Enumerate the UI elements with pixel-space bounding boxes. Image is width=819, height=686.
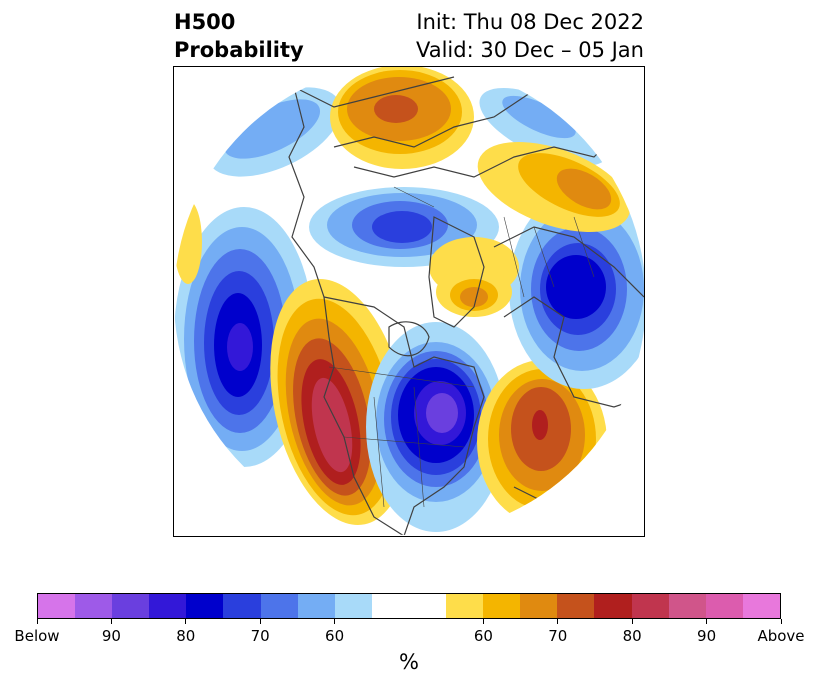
title-product: Probability	[174, 38, 304, 62]
colorbar-segment	[557, 594, 595, 618]
colorbar-tick	[706, 619, 708, 624]
title-left: H500 Probability	[174, 8, 304, 64]
colorbar-tick	[334, 619, 336, 624]
red-anomaly-west-north-america	[270, 278, 408, 526]
colorbar-segment	[260, 594, 298, 618]
colorbar-tick-label: Below	[14, 627, 60, 645]
colorbar-tick	[482, 619, 484, 624]
colorbar-segment	[149, 594, 187, 618]
colorbar-segment	[334, 594, 372, 618]
colorbar-segment	[408, 594, 447, 618]
title-init: Init: Thu 08 Dec 2022	[416, 10, 644, 34]
title-valid: Valid: 30 Dec – 05 Jan	[415, 38, 644, 62]
title-right: Init: Thu 08 Dec 2022 Valid: 30 Dec – 05…	[416, 8, 644, 64]
colorbar-segment	[594, 594, 632, 618]
orange-core-greenland	[460, 287, 488, 307]
colorbar-segment	[371, 594, 409, 618]
colorbar-tick-label: 90	[697, 627, 717, 645]
colorbar-segment	[446, 594, 484, 618]
colorbar-tick	[557, 619, 559, 624]
colorbar-tick-label: Above	[757, 627, 805, 645]
colorbar-tick-label: 80	[622, 627, 642, 645]
title-variable: H500	[174, 10, 236, 34]
colorbar-tick	[259, 619, 261, 624]
blue-anomaly-siberia-core	[502, 95, 576, 139]
blue-anomaly-east-north-america	[366, 322, 506, 532]
colorbar-tick-label: 60	[325, 627, 345, 645]
colorbar-tick-label: 80	[176, 627, 196, 645]
colorbar-segment	[112, 594, 150, 618]
colorbar	[37, 593, 781, 619]
colorbar-tick-label: 90	[101, 627, 121, 645]
map-canvas	[174, 67, 644, 535]
colorbar-tick	[110, 619, 112, 624]
colorbar-segment	[297, 594, 335, 618]
colorbar-segment	[668, 594, 706, 618]
colorbar-segment	[186, 594, 224, 618]
probability-map	[173, 66, 645, 537]
blue-anomaly-arctic	[309, 187, 499, 267]
red-anomaly-north-asia	[330, 67, 474, 169]
yellow-patch-west	[174, 200, 202, 284]
colorbar-segment	[705, 594, 743, 618]
colorbar-segment	[631, 594, 669, 618]
colorbar-segment	[483, 594, 521, 618]
colorbar-segment	[742, 594, 780, 618]
blue-anomaly-europe	[509, 189, 644, 389]
colorbar-tick	[631, 619, 633, 624]
map-disk	[174, 67, 644, 535]
colorbar-tick	[36, 619, 38, 624]
orange-core-east	[556, 168, 612, 210]
colorbar-segment	[38, 594, 76, 618]
colorbar-tick	[185, 619, 187, 624]
colorbar-segment	[75, 594, 113, 618]
coastlines	[273, 76, 644, 535]
colorbar-tick-label: 60	[473, 627, 493, 645]
colorbar-segment	[223, 594, 261, 618]
political-borders	[328, 186, 595, 508]
colorbar-segment	[520, 594, 558, 618]
colorbar-tick	[780, 619, 782, 624]
colorbar-tick-label: 70	[548, 627, 568, 645]
colorbar-tick-label: 70	[250, 627, 270, 645]
colorbar-unit: %	[399, 650, 419, 674]
